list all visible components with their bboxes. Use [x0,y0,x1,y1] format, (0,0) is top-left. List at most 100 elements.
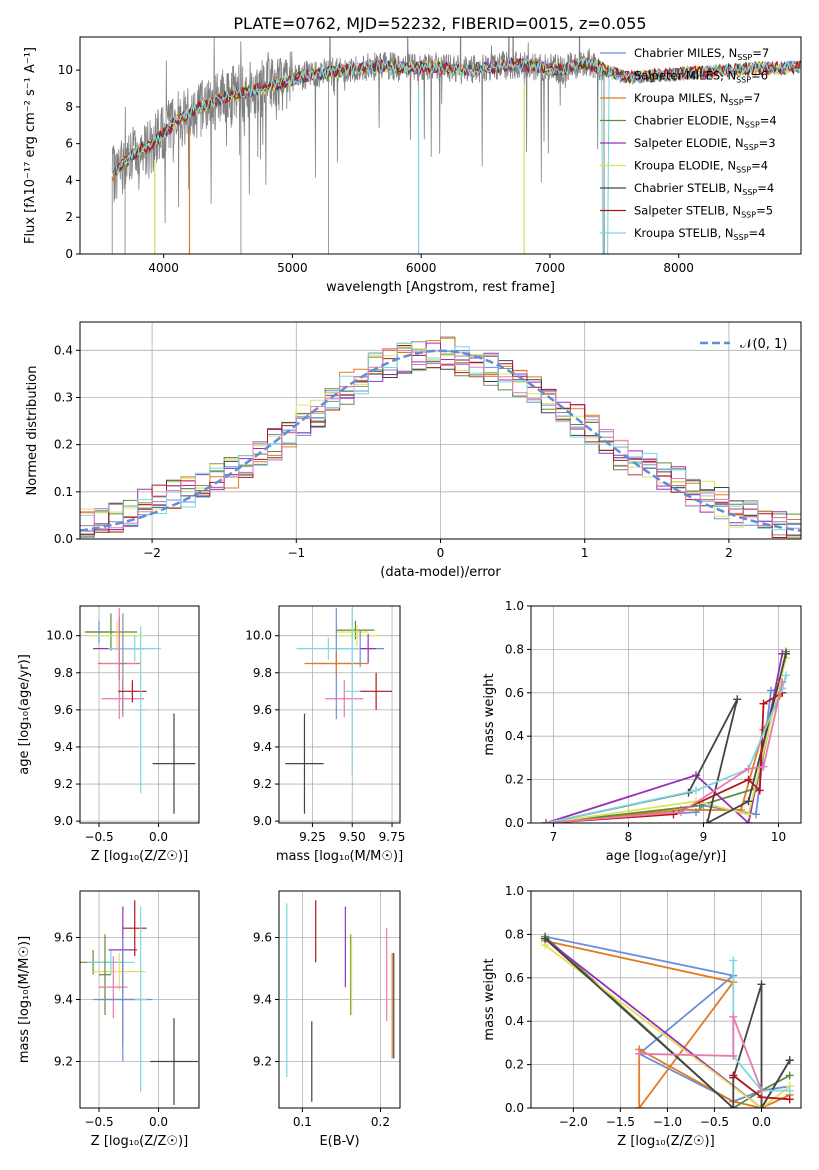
plus-marker [703,819,712,823]
plus-marker [744,775,753,784]
plus-marker [729,1051,738,1060]
mass-weight-line [545,692,783,823]
y-tick-label: 0.6 [505,686,524,700]
y-axis-label: Flux [fλ10⁻¹⁷ erg cm⁻² s⁻¹ A⁻¹] [23,47,38,244]
plot-area [541,932,794,1108]
gaussian-curve [80,349,801,532]
x-axis-label: (data-model)/error [380,565,501,580]
y-tick-label: 9.2 [54,777,73,791]
x-tick-label: 2 [725,546,733,560]
x-tick-label: 0.2 [371,1115,390,1129]
y-tick-label: 6 [65,137,73,151]
y-tick-label: 1.0 [505,599,524,613]
errorbar-point [87,949,135,975]
errorbar-point [122,900,147,957]
model-line [115,57,801,254]
legend-label: Chabrier STELIB, NSSP=4 [634,181,774,197]
plus-marker [778,677,787,686]
x-tick-label: 7 [550,830,558,844]
mass-weight-line [544,938,791,1108]
x-tick-label: 9.50 [339,830,366,844]
y-tick-label: 0.3 [54,390,73,404]
model-line [115,56,801,176]
x-tick-label: 4000 [148,261,179,275]
errorbar-point [336,620,375,640]
y-tick-label: 0.4 [505,1014,524,1028]
plus-marker [744,810,753,819]
plus-marker [744,764,753,773]
y-tick-label: 9.6 [54,703,73,717]
y-axis-label: mass weight [482,958,497,1040]
plus-marker [541,934,550,943]
model-line [114,57,800,175]
errorbar-point [285,713,324,814]
y-tick-label: 4 [65,173,73,187]
x-axis-label: mass [log₁₀(M/M☉)] [276,849,403,864]
y-tick-label: 1.0 [505,884,524,898]
y-tick-label: 9.6 [253,703,272,717]
panel-mass-vs-Z: −0.5 0.0 9.2 9.4 9.6 Z [log₁₀(Z/Z☉)] mass [log… [17,890,200,1149]
y-tick-label: 0.4 [505,729,524,743]
plot-area [285,607,393,814]
errorbar-point [134,626,147,794]
x-tick-label: 0.0 [149,1115,168,1129]
plus-marker [755,786,764,795]
panel-mass-weight-vs-Z: −2.0 −1.5 −1.0 −0.5 0.0 0.0 0.2 0.4 0.6 0.8 1.0 Z [… [482,884,802,1149]
y-tick-label: 0.1 [54,485,73,499]
y-tick-label: 9.2 [253,777,272,791]
x-tick-label: −1.0 [653,1115,682,1129]
x-tick-label: −0.5 [84,830,113,844]
plus-marker [729,1012,738,1021]
x-tick-label: 7000 [535,261,566,275]
y-tick-label: 0.0 [54,532,73,546]
errorbar-point [296,637,361,660]
y-tick-label: 9.4 [253,993,272,1007]
x-axis-label: Z [log₁₀(Z/Z☉)] [617,1134,714,1149]
x-tick-label: 8000 [663,261,694,275]
x-axis-label: age [log₁₀(age/yr)] [606,849,727,864]
plus-marker [759,762,768,771]
plot-area [84,607,196,814]
legend-label: Salpeter ELODIE, NSSP=3 [634,136,776,152]
x-tick-label: 8 [625,830,633,844]
plus-marker [752,810,760,819]
x-tick-label: 0.0 [149,830,168,844]
plus-marker [759,699,768,708]
plus-marker [757,980,766,989]
y-tick-label: 9.2 [54,1055,73,1069]
x-tick-label: 9.25 [299,830,326,844]
panel-age-vs-Z: −0.5 0.0 9.0 9.2 9.4 9.6 9.8 10.0 Z [log₁₀(Z/Z☉)… [17,605,200,864]
panel-spectrum: 4000 5000 6000 7000 8000 0 2 4 6 8 10 wavelength [A… [23,36,802,295]
plus-marker [785,1095,794,1104]
plus-marker [744,797,753,806]
x-tick-label: 10 [771,830,786,844]
plus-marker [635,1049,644,1058]
plus-marker [729,1104,738,1108]
axes-frame [79,36,802,255]
y-tick-label: 9.4 [54,993,73,1007]
errorbar-point [119,613,127,714]
y-tick-label: 9.4 [253,740,272,754]
x-tick-label: 1 [581,546,589,560]
errorbar-point [150,1018,198,1105]
plus-marker [635,1104,644,1108]
plus-marker [785,1056,794,1065]
y-tick-label: 0.2 [505,773,524,787]
x-tick-label: −1 [287,546,305,560]
x-tick-label: 9 [700,830,708,844]
axes-frame [530,605,802,824]
plus-marker [757,1104,766,1108]
y-tick-label: 0 [65,247,73,261]
y-tick-label: 9.4 [54,740,73,754]
y-tick-label: 9.8 [54,666,73,680]
errorbar-point [325,680,364,718]
errorbar-point [93,953,146,991]
x-axis-label: E(B-V) [319,1134,359,1149]
y-tick-label: 0.6 [505,971,524,985]
plus-marker [729,956,738,965]
errorbar-point [99,934,111,1015]
y-tick-label: 0.2 [54,438,73,452]
plot-area [286,900,395,1102]
y-tick-label: 0.2 [505,1058,524,1072]
